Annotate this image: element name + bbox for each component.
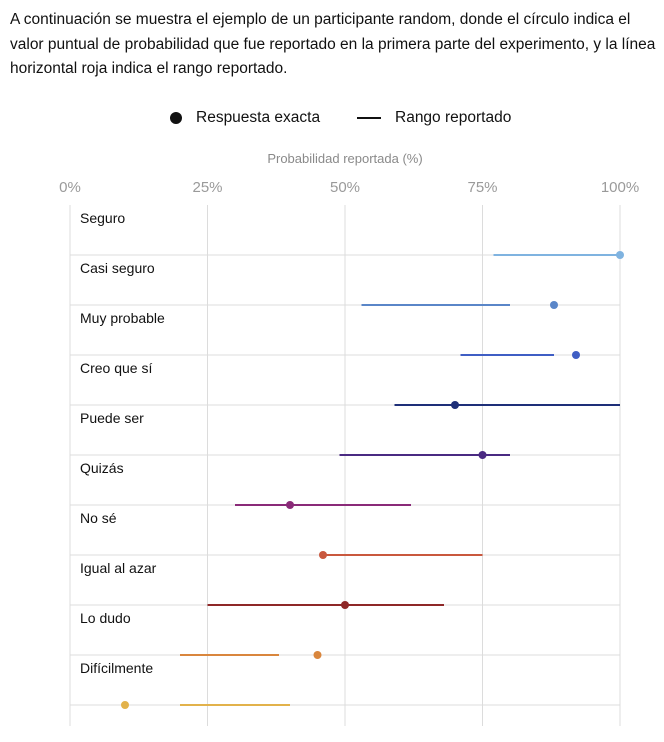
point-marker	[319, 551, 327, 559]
point-marker	[550, 301, 558, 309]
category-label: Difícilmente	[80, 660, 153, 676]
category-label: Lo dudo	[80, 610, 131, 626]
tick-label: 100%	[601, 179, 639, 196]
row-4: Puede ser	[80, 410, 510, 459]
row-3: Creo que sí	[80, 360, 620, 409]
point-marker	[286, 501, 294, 509]
category-label: No sé	[80, 510, 117, 526]
point-marker	[572, 351, 580, 359]
tick-label: 0%	[59, 179, 81, 196]
legend-point-item: Respuesta exacta	[170, 106, 320, 130]
point-marker	[313, 651, 322, 659]
category-label: Muy probable	[80, 310, 165, 326]
row-9: Difícilmente	[80, 660, 290, 709]
row-5: Quizás	[80, 460, 411, 509]
point-marker	[121, 701, 129, 709]
point-marker	[478, 451, 487, 459]
category-label: Casi seguro	[80, 260, 155, 276]
point-marker	[341, 601, 349, 609]
tick-label: 75%	[467, 179, 497, 196]
x-axis-title: Probabilidad reportada (%)	[267, 151, 422, 166]
row-1: Casi seguro	[80, 260, 558, 309]
row-6: No sé	[80, 510, 483, 559]
legend-range-marker	[357, 117, 381, 119]
intro-text: A continuación se muestra el ejemplo de …	[10, 11, 656, 77]
category-label: Puede ser	[80, 410, 144, 426]
category-label: Seguro	[80, 210, 125, 226]
tick-label: 50%	[330, 179, 360, 196]
category-label: Creo que sí	[80, 360, 152, 376]
category-label: Quizás	[80, 460, 124, 476]
legend-point-marker	[170, 112, 182, 124]
row-8: Lo dudo	[80, 610, 322, 659]
row-7: Igual al azar	[80, 560, 444, 609]
legend-point-label: Respuesta exacta	[196, 109, 321, 126]
category-label: Igual al azar	[80, 560, 157, 576]
row-2: Muy probable	[80, 310, 580, 359]
legend: Respuesta exacta Rango reportado	[0, 106, 664, 130]
tick-label: 25%	[192, 179, 222, 196]
legend-range-item: Rango reportado	[357, 106, 511, 130]
point-marker	[451, 401, 459, 409]
legend-range-label: Rango reportado	[395, 109, 512, 126]
row-0: Seguro	[80, 210, 624, 259]
point-marker	[616, 251, 624, 259]
